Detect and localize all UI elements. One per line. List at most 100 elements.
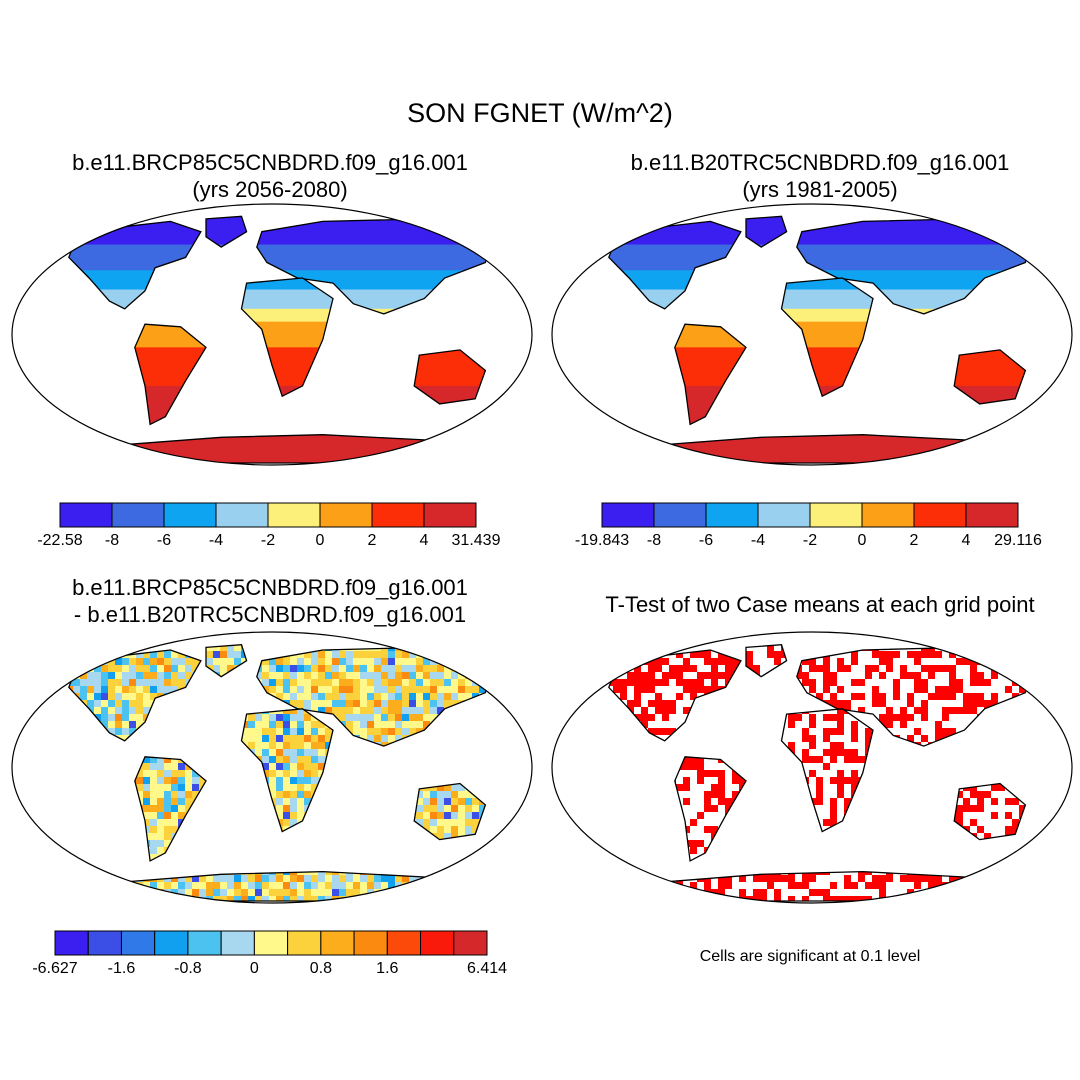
grid-cell: [80, 637, 87, 644]
grid-cell: [367, 896, 374, 903]
grid-cell: [59, 644, 66, 651]
grid-cell: [458, 903, 465, 910]
grid-cell: [472, 637, 479, 644]
grid-cell: [465, 644, 472, 651]
grid-cell: [479, 644, 486, 651]
value-band: [781, 360, 873, 368]
grid-cell: [381, 637, 388, 644]
grid-cell: [521, 707, 528, 714]
value-band: [241, 278, 333, 285]
grid-cell: [507, 840, 514, 847]
value-band: [781, 373, 873, 381]
grid-cell: [164, 630, 171, 637]
grid-cell: [38, 693, 45, 700]
grid-cell: [52, 889, 59, 896]
grid-cell: [136, 637, 143, 644]
grid-cell: [143, 903, 150, 910]
map-border: [11, 203, 533, 466]
grid-cell: [66, 644, 73, 651]
grid-cell: [486, 658, 493, 665]
grid-cell: [528, 644, 535, 651]
grid-cell: [52, 637, 59, 644]
value-band: [206, 225, 247, 233]
grid-cell: [472, 630, 479, 637]
grid-cell: [45, 637, 52, 644]
grid-cell: [521, 826, 528, 833]
value-band: [241, 283, 333, 291]
grid-cell: [136, 693, 143, 700]
value-band: [608, 257, 741, 265]
grid-cell: [465, 665, 472, 672]
grid-cell: [521, 707, 528, 714]
grid-cell: [136, 679, 143, 686]
grid-cell: [150, 903, 157, 910]
grid-cell: [171, 896, 178, 903]
value-band: [206, 216, 247, 220]
grid-cell: [500, 875, 507, 882]
value-band: [68, 276, 201, 285]
grid-cell: [129, 686, 136, 693]
grid-cell: [360, 630, 367, 637]
grid-cell: [129, 679, 136, 686]
value-band: [241, 373, 333, 381]
grid-cell: [157, 630, 164, 637]
grid-cell: [73, 665, 80, 672]
grid-cell: [171, 630, 178, 637]
grid-cell: [108, 882, 115, 889]
grid-cell: [10, 840, 17, 847]
grid-cell: [129, 637, 136, 644]
grid-cell: [164, 630, 171, 637]
grid-cell: [521, 658, 528, 665]
grid-cell: [402, 630, 409, 637]
grid-cell: [122, 728, 129, 735]
grid-cell: [192, 658, 199, 665]
grid-cell: [500, 658, 507, 665]
map-future: [11, 203, 533, 466]
grid-cell: [38, 658, 45, 665]
grid-cell: [514, 630, 521, 637]
grid-cell: [430, 637, 437, 644]
grid-cell: [52, 651, 59, 658]
grid-cell: [444, 630, 451, 637]
grid-cell: [416, 889, 423, 896]
grid-cell: [528, 658, 535, 665]
grid-cell: [38, 903, 45, 910]
value-band: [241, 347, 333, 355]
grid-cell: [10, 826, 17, 833]
grid-cell: [185, 672, 192, 679]
grid-cell: [115, 896, 122, 903]
grid-cell: [479, 630, 486, 637]
grid-cell: [409, 882, 416, 889]
grid-cell: [66, 868, 73, 875]
grid-cell: [108, 896, 115, 903]
value-band: [796, 295, 1031, 304]
grid-cell: [465, 637, 472, 644]
grid-cell: [10, 847, 17, 854]
panel-historical-title-line1: b.e11.B20TRC5CNBDRD.f09_g16.001: [560, 150, 1080, 176]
grid-cell: [122, 889, 129, 896]
grid-cell: [367, 903, 374, 910]
grid-cell: [458, 630, 465, 637]
grid-cell: [66, 868, 73, 875]
grid-cell: [164, 686, 171, 693]
grid-cell: [402, 637, 409, 644]
grid-cell: [416, 889, 423, 896]
grid-cell: [38, 840, 45, 847]
grid-cell: [451, 637, 458, 644]
grid-cell: [185, 665, 192, 672]
grid-cell: [430, 637, 437, 644]
grid-cell: [24, 672, 31, 679]
value-band: [954, 379, 1026, 387]
value-band: [256, 244, 491, 252]
grid-cell: [45, 868, 52, 875]
grid-cell: [52, 665, 59, 672]
coastline: [205, 644, 248, 678]
grid-cell: [493, 637, 500, 644]
grid-cell: [10, 819, 17, 826]
grid-cell: [108, 679, 115, 686]
value-band: [414, 373, 486, 381]
grid-cell: [80, 693, 87, 700]
value-band: [954, 385, 1026, 394]
grid-cell: [486, 665, 493, 672]
grid-cell: [528, 847, 535, 854]
